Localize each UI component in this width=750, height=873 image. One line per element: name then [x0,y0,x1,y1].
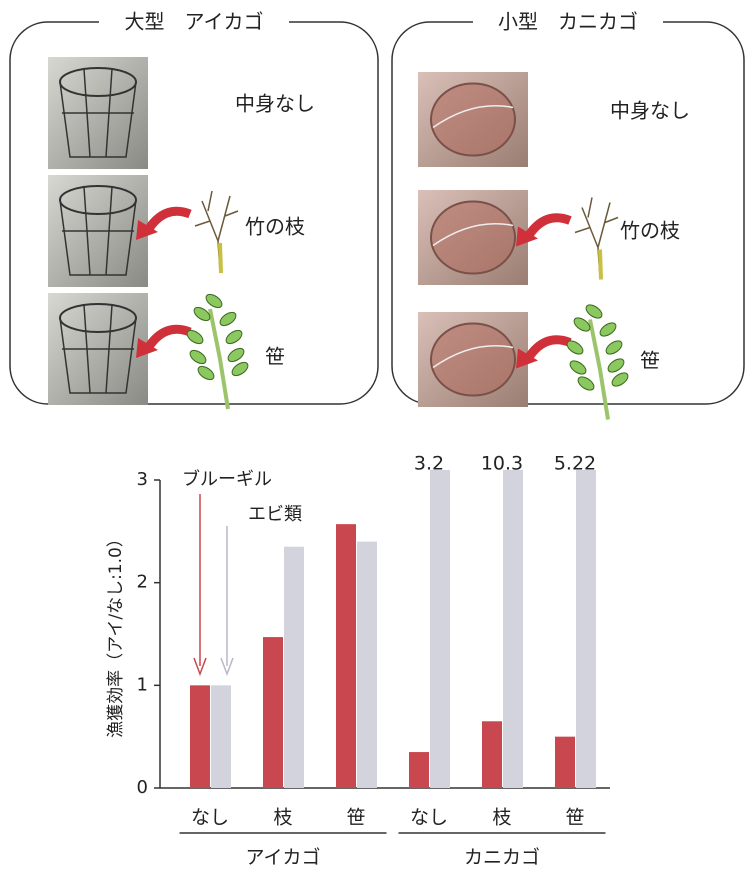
arrow [144,324,192,351]
leaf [189,349,207,365]
legend-label: エビ類 [248,504,302,525]
leaf [607,358,625,373]
arrow-head [136,220,158,240]
arrow-head [136,338,158,358]
y-tick-label: 1 [137,674,148,695]
bar [211,685,231,788]
cage [432,104,514,129]
bar [263,637,283,788]
leaf [225,329,243,345]
bar [482,721,502,788]
bar [190,685,210,788]
x-tick-label: 笹 [565,807,584,829]
cage [59,304,137,394]
leaf [566,340,584,355]
y-axis-label: 漁獲効率（アイ/なし:1.0） [106,530,126,738]
leaf [605,340,623,355]
branch [194,190,239,272]
chart: 0 1 2 3 漁獲効率（アイ/なし:1.0） なし 枝 笹 なし 3.2 枝 10.3 笹 5.22 アイ… [106,453,610,869]
row-label: 笹 [640,349,660,373]
title-bg [473,10,663,34]
bar [336,524,356,788]
leaf [186,329,204,345]
arrow-head [516,226,538,247]
bar [430,470,450,788]
bar [576,470,596,788]
leaf [569,360,587,375]
leaf [197,365,215,381]
cage [430,82,516,157]
bar [503,470,523,788]
row-label: 中身なし [610,99,690,123]
branch [574,197,619,278]
legend-arrow-head [220,657,234,677]
bamboo-stem [208,308,230,410]
x-tick-label: 笹 [346,807,365,829]
row-label: 竹の枝 [245,215,305,239]
cage [430,322,516,397]
group-label: カニカゴ [464,847,540,869]
leaf [193,306,211,322]
leaf [577,376,595,391]
bars [190,470,596,788]
legend-label: ブルーギル [182,468,272,490]
value-label: 3.2 [414,453,444,475]
bar [555,736,575,788]
value-label: 5.22 [554,453,596,475]
row-label: 竹の枝 [620,219,680,243]
cage [432,222,514,247]
bamboo-stem [588,319,610,420]
branch-stem [218,242,223,274]
cage [432,344,514,369]
y-tick-label: 2 [137,572,148,593]
leaf [599,322,617,337]
x-tick-label: なし [410,807,448,829]
y-tick-label: 3 [137,469,148,490]
panel-title: 小型 カニカゴ [498,10,638,34]
title-bg [99,10,289,34]
panel-title: 大型 アイカゴ [125,10,264,34]
leaf [585,304,603,319]
x-tick-label: 枝 [492,807,511,829]
row-label: 笹 [265,345,285,369]
x-tick-label: 枝 [273,807,292,829]
leaf [231,361,249,377]
x-tick-label: なし [191,807,229,829]
leaf [205,293,223,309]
leaf [611,372,629,387]
legend-arrow-head [193,657,207,677]
bar [409,752,429,788]
leaf [219,311,237,327]
y-tick-label: 0 [137,777,148,798]
cage [59,186,137,276]
arrow [524,213,572,240]
bar [357,541,377,788]
arrow [144,206,192,233]
leaf [227,347,245,363]
value-label: 10.3 [481,453,523,475]
bar [284,546,304,788]
leaf [573,317,591,332]
group-label: アイカゴ [245,847,320,869]
row-label: 中身なし [235,92,315,116]
cage [430,200,516,275]
arrow-head [516,348,538,369]
arrow [524,335,572,362]
cage [59,68,137,158]
branch-stem [598,249,603,280]
